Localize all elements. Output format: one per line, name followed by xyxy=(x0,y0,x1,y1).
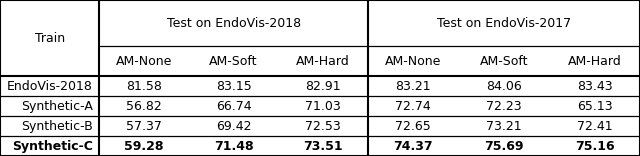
Text: AM-Soft: AM-Soft xyxy=(480,55,528,68)
Text: 83.43: 83.43 xyxy=(577,80,612,93)
Text: AM-Hard: AM-Hard xyxy=(296,55,350,68)
Text: 71.03: 71.03 xyxy=(305,100,341,113)
Text: 84.06: 84.06 xyxy=(486,80,522,93)
Text: Synthetic-B: Synthetic-B xyxy=(21,120,93,133)
Text: Test on EndoVis-2017: Test on EndoVis-2017 xyxy=(437,17,571,29)
Text: 72.74: 72.74 xyxy=(396,100,431,113)
Text: Train: Train xyxy=(35,32,65,45)
Text: Synthetic-A: Synthetic-A xyxy=(21,100,93,113)
Text: Test on EndoVis-2018: Test on EndoVis-2018 xyxy=(166,17,301,29)
Text: 83.21: 83.21 xyxy=(396,80,431,93)
Text: 75.16: 75.16 xyxy=(575,140,614,153)
Text: 82.91: 82.91 xyxy=(305,80,341,93)
Text: 66.74: 66.74 xyxy=(216,100,252,113)
Text: 72.23: 72.23 xyxy=(486,100,522,113)
Text: 72.65: 72.65 xyxy=(396,120,431,133)
Text: 72.41: 72.41 xyxy=(577,120,612,133)
Text: 69.42: 69.42 xyxy=(216,120,252,133)
Text: AM-Hard: AM-Hard xyxy=(568,55,621,68)
Text: Synthetic-C: Synthetic-C xyxy=(12,140,93,153)
Text: EndoVis-2018: EndoVis-2018 xyxy=(7,80,93,93)
Text: AM-None: AM-None xyxy=(385,55,442,68)
Text: 65.13: 65.13 xyxy=(577,100,612,113)
Text: 57.37: 57.37 xyxy=(126,120,162,133)
Text: 83.15: 83.15 xyxy=(216,80,252,93)
Text: 56.82: 56.82 xyxy=(126,100,162,113)
Text: 74.37: 74.37 xyxy=(394,140,433,153)
Text: 59.28: 59.28 xyxy=(124,140,164,153)
Text: 72.53: 72.53 xyxy=(305,120,341,133)
Text: 75.69: 75.69 xyxy=(484,140,524,153)
Text: 81.58: 81.58 xyxy=(126,80,162,93)
Text: AM-None: AM-None xyxy=(116,55,172,68)
Text: AM-Soft: AM-Soft xyxy=(209,55,258,68)
Text: 73.51: 73.51 xyxy=(303,140,343,153)
Text: 73.21: 73.21 xyxy=(486,120,522,133)
Text: 71.48: 71.48 xyxy=(214,140,253,153)
